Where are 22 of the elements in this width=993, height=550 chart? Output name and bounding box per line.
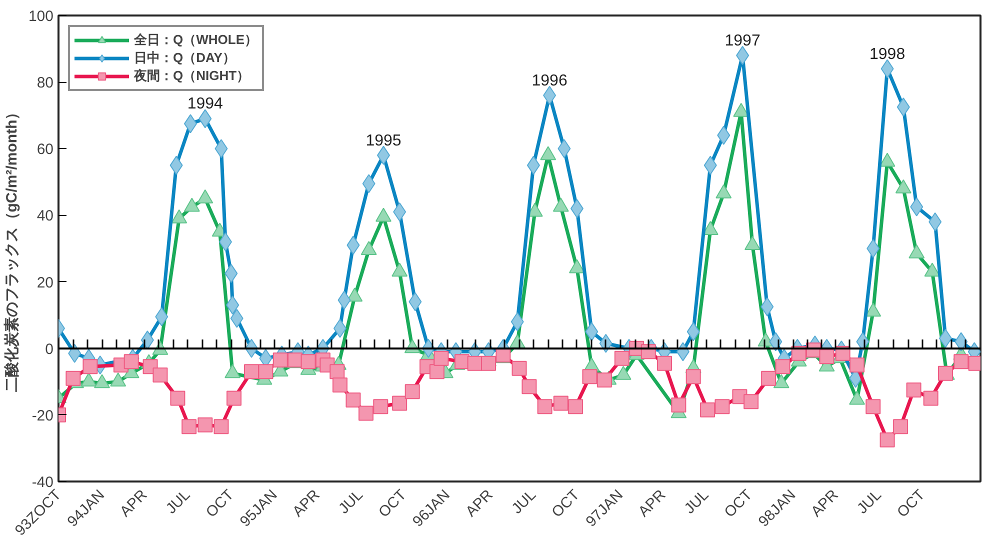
y-tick-label: 40 <box>36 208 54 225</box>
y-tick-label: -40 <box>32 474 54 491</box>
y-tick-label: 20 <box>36 274 54 292</box>
y-tick-label: 80 <box>36 74 54 92</box>
annotation: 1997 <box>724 32 760 50</box>
y-axis-title: 二酸化炭素のフラックス（gC/m²/month） <box>3 104 20 392</box>
x-tick-label: JUL <box>162 486 194 518</box>
x-tick-label: JUL <box>335 486 366 518</box>
legend-label: 日中：Q（DAY） <box>134 49 236 67</box>
legend-label: 夜間：Q（NIGHT） <box>134 67 250 85</box>
y-tick-label: 0 <box>45 340 54 358</box>
y-tick-label: 60 <box>36 141 54 158</box>
y-tick-label: 100 <box>28 8 54 25</box>
legend-label: 全日：Q（WHOLE） <box>134 31 258 49</box>
x-tick-label: JUL <box>681 486 712 518</box>
y-tick-label: -20 <box>32 407 54 424</box>
annotation: 1994 <box>187 96 224 113</box>
annotation: 1998 <box>870 46 906 63</box>
x-tick-label: JUL <box>854 486 885 518</box>
x-tick-label: JUL <box>508 486 540 518</box>
annotation: 1995 <box>366 132 402 150</box>
annotation: 1996 <box>532 72 568 90</box>
